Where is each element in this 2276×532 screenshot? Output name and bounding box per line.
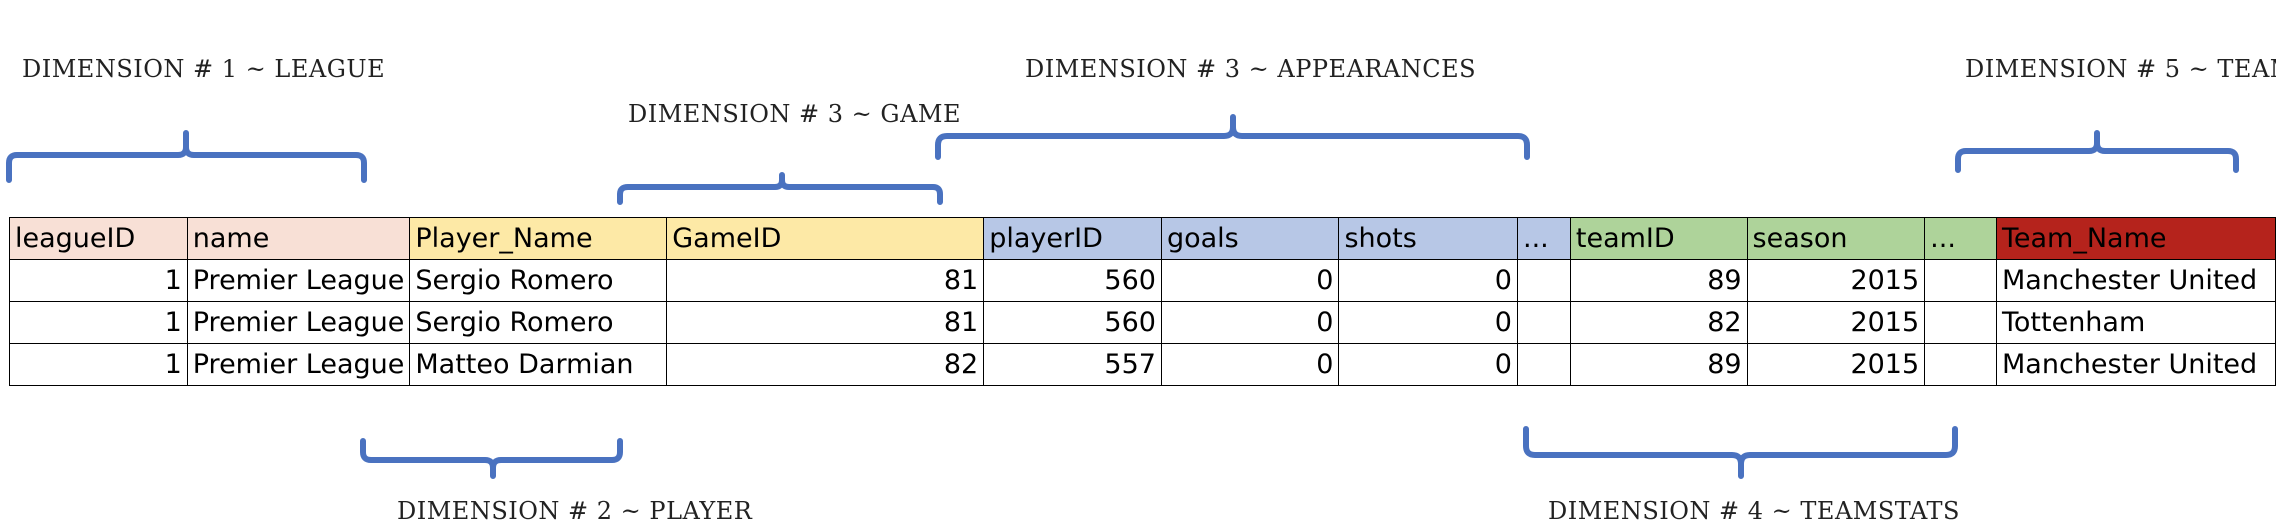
brace-team	[1955, 130, 2239, 173]
table-cell: 89	[1569, 343, 1748, 386]
header-cell-goals: goals	[1160, 217, 1340, 260]
dimension-label-league: DIMENSION # 1 ~ LEAGUE	[22, 55, 386, 83]
dimension-label-teamstats: DIMENSION # 4 ~ TEAMSTATS	[1548, 497, 1960, 525]
table-header-row: leagueID name Player_Name GameID playerI…	[9, 217, 2276, 260]
header-cell-team-name: Team_Name	[1995, 217, 2276, 260]
dimension-label-player: DIMENSION # 2 ~ PLAYER	[397, 497, 753, 525]
brace-player	[360, 438, 623, 479]
table-cell: Sergio Romero	[409, 259, 668, 302]
table-cell: 0	[1338, 301, 1518, 344]
header-cell-name: name	[186, 217, 411, 260]
header-cell-season: season	[1746, 217, 1926, 260]
table-cell: Matteo Darmian	[409, 343, 668, 386]
header-cell-gameid: GameID	[666, 217, 985, 260]
table-cell: 89	[1569, 259, 1748, 302]
header-cell-ellipsis-teamstats: ...	[1924, 217, 1997, 260]
table-cell: 1	[9, 343, 188, 386]
table-cell: 82	[666, 343, 985, 386]
brace-teamstats	[1523, 426, 1958, 479]
header-cell-playerid: playerID	[983, 217, 1162, 260]
table-cell: 0	[1160, 343, 1340, 386]
brace-appearances	[935, 114, 1530, 160]
table-cell	[1924, 259, 1997, 302]
table-cell: Manchester United	[1995, 343, 2276, 386]
brace-game	[617, 172, 943, 205]
table-cell: 0	[1338, 343, 1518, 386]
table-cell	[1924, 343, 1997, 386]
dimension-label-team: DIMENSION # 5 ~ TEAM	[1965, 55, 2276, 83]
table-cell: 0	[1338, 259, 1518, 302]
table-cell: 0	[1160, 259, 1340, 302]
table-cell: Tottenham	[1995, 301, 2276, 344]
table-cell: 2015	[1746, 259, 1926, 302]
table-cell	[1516, 301, 1571, 344]
table-cell: Manchester United	[1995, 259, 2276, 302]
table-cell: Premier League	[186, 301, 411, 344]
table-row: 1 Premier League Sergio Romero 81 560 0 …	[9, 301, 2276, 344]
table-cell: Sergio Romero	[409, 301, 668, 344]
table-cell: 560	[983, 301, 1162, 344]
table-cell: 1	[9, 259, 188, 302]
table-cell: 2015	[1746, 301, 1926, 344]
table-cell	[1516, 259, 1571, 302]
table-cell: 81	[666, 301, 985, 344]
dimension-label-game: DIMENSION # 3 ~ GAME	[628, 100, 962, 128]
data-table: leagueID name Player_Name GameID playerI…	[9, 217, 2276, 386]
table-cell: Premier League	[186, 343, 411, 386]
table-cell	[1516, 343, 1571, 386]
table-cell: 557	[983, 343, 1162, 386]
dimension-label-appearances: DIMENSION # 3 ~ APPEARANCES	[1025, 55, 1477, 83]
header-cell-ellipsis-appearances: ...	[1516, 217, 1571, 260]
table-cell: 2015	[1746, 343, 1926, 386]
header-cell-leagueid: leagueID	[9, 217, 188, 260]
brace-league	[6, 130, 367, 183]
table-cell: 1	[9, 301, 188, 344]
table-cell: 81	[666, 259, 985, 302]
header-cell-teamid: teamID	[1569, 217, 1748, 260]
table-row: 1 Premier League Matteo Darmian 82 557 0…	[9, 343, 2276, 386]
table-row: 1 Premier League Sergio Romero 81 560 0 …	[9, 259, 2276, 302]
table-cell: Premier League	[186, 259, 411, 302]
table-cell: 560	[983, 259, 1162, 302]
table-cell	[1924, 301, 1997, 344]
header-cell-shots: shots	[1338, 217, 1518, 260]
table-cell: 0	[1160, 301, 1340, 344]
header-cell-player-name: Player_Name	[409, 217, 668, 260]
table-cell: 82	[1569, 301, 1748, 344]
